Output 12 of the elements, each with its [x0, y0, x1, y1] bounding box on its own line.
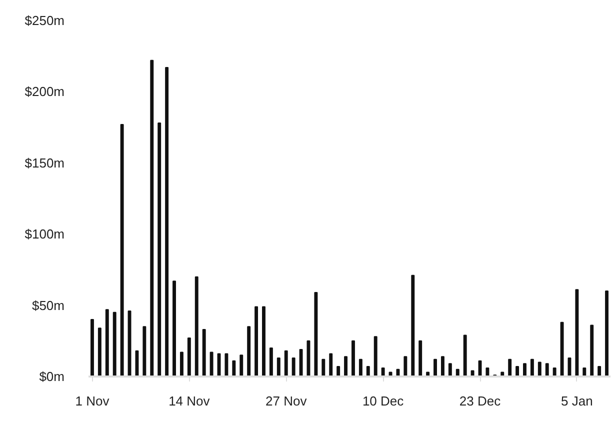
y-tick-label: $150m	[24, 155, 64, 170]
x-tick-label: 27 Nov	[266, 394, 308, 408]
y-tick-label: $250m	[24, 13, 64, 28]
y-tick-label: $100m	[24, 226, 64, 242]
x-tick-label: 10 Dec	[362, 394, 404, 408]
x-tick-label: 1 Nov	[75, 394, 110, 408]
x-tick-label: 14 Nov	[168, 394, 210, 408]
x-tick-label: 5 Jan	[561, 394, 593, 408]
y-tick-label: $0m	[39, 369, 65, 384]
x-tick-label: 23 Dec	[459, 394, 502, 408]
y-tick-label: $50m	[32, 298, 65, 313]
y-tick-label: $200m	[24, 84, 64, 100]
